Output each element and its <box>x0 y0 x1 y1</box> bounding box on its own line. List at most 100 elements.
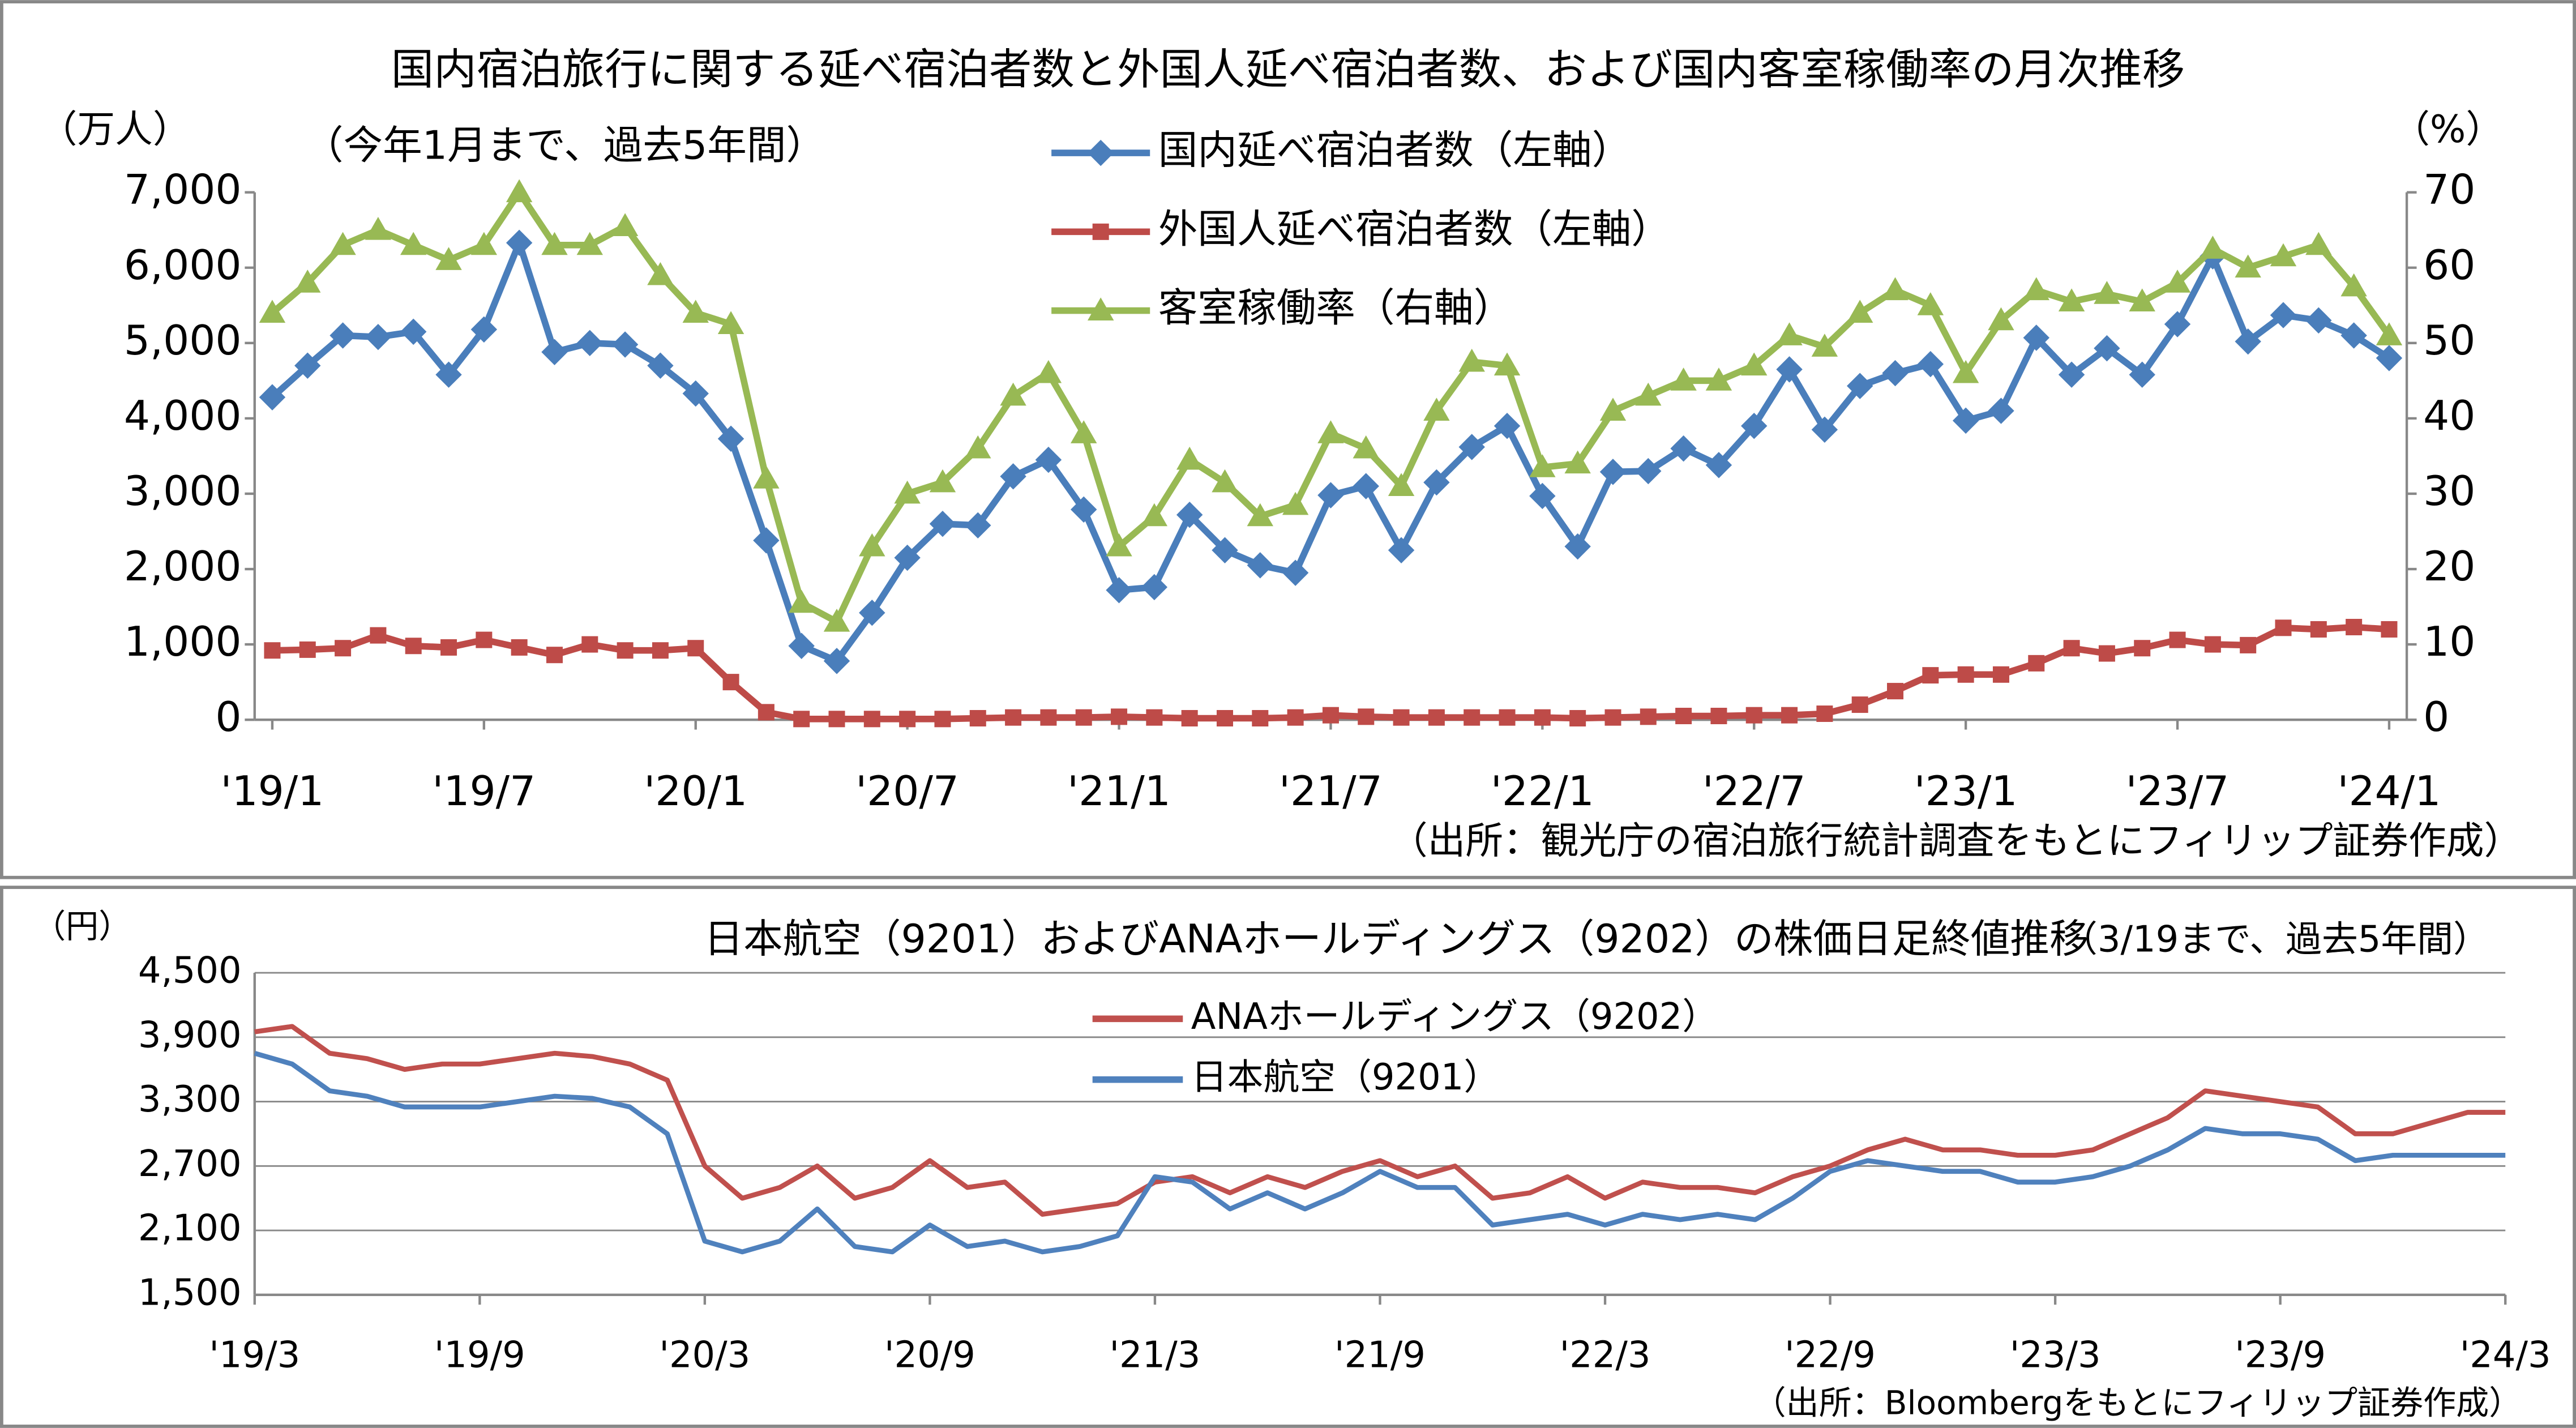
marker <box>1564 450 1591 474</box>
marker <box>1670 435 1697 462</box>
marker <box>828 711 845 728</box>
x-tick-label: '23/1 <box>1914 768 2018 815</box>
marker <box>2200 236 2226 259</box>
marker <box>2235 328 2261 355</box>
marker <box>682 380 709 407</box>
y-axis-unit: （円） <box>33 907 131 946</box>
marker <box>2275 619 2292 636</box>
marker <box>2058 361 2085 388</box>
marker <box>335 640 352 657</box>
marker <box>2376 322 2403 345</box>
marker <box>1846 300 1873 323</box>
y2-tick-label: 60 <box>2423 242 2475 289</box>
marker <box>717 311 744 334</box>
y-tick-label: 2,100 <box>138 1208 242 1250</box>
marker <box>405 638 422 655</box>
marker <box>506 229 533 256</box>
marker <box>647 262 674 285</box>
marker <box>1317 420 1344 443</box>
marker <box>753 527 780 554</box>
marker <box>1287 709 1304 726</box>
marker <box>1252 709 1269 727</box>
marker <box>1000 382 1026 406</box>
series-line <box>254 1051 2506 1255</box>
y2-tick-label: 0 <box>2423 694 2449 741</box>
marker <box>1087 139 1114 166</box>
marker <box>400 318 427 345</box>
marker <box>546 647 563 664</box>
marker <box>1458 434 1485 460</box>
marker <box>1917 350 1944 378</box>
marker <box>1035 446 1062 473</box>
marker <box>294 270 321 293</box>
marker <box>859 533 885 557</box>
marker <box>370 627 387 644</box>
x-tick-label: '21/1 <box>1067 768 1171 815</box>
marker <box>1216 709 1234 727</box>
source-note: （出所：Bloombergをもとにフィリップ証券作成） <box>1753 1383 2522 1422</box>
x-tick-label: '19/3 <box>209 1335 300 1376</box>
marker <box>400 232 427 255</box>
marker <box>1353 435 1379 459</box>
marker <box>1071 420 1097 443</box>
marker <box>1499 709 1516 726</box>
marker <box>1247 552 1274 579</box>
marker <box>793 711 810 728</box>
y-tick-label: 3,300 <box>138 1079 242 1121</box>
marker <box>1529 454 1556 477</box>
marker <box>1705 367 1732 391</box>
x-tick-label: '19/1 <box>221 768 324 815</box>
marker <box>1146 709 1163 726</box>
y-tick-label: 4,000 <box>124 392 242 440</box>
marker <box>1075 709 1092 726</box>
marker <box>1247 503 1274 527</box>
x-tick-label: '23/3 <box>2010 1335 2101 1376</box>
marker <box>2235 254 2261 278</box>
marker <box>758 704 774 721</box>
marker <box>1428 709 1445 726</box>
marker <box>470 232 498 255</box>
marker <box>1851 696 1868 713</box>
marker <box>1388 473 1415 497</box>
marker <box>1887 683 1904 700</box>
marker <box>652 642 669 659</box>
marker <box>2240 636 2257 653</box>
marker <box>541 232 568 255</box>
marker <box>2134 640 2151 657</box>
marker <box>788 632 815 659</box>
marker <box>1917 292 1944 315</box>
x-tick-label: '19/7 <box>432 768 536 815</box>
marker <box>1176 446 1203 470</box>
marker <box>1604 709 1621 726</box>
marker <box>1423 397 1450 421</box>
marker <box>1092 223 1109 240</box>
marker <box>264 642 281 659</box>
x-tick-label: '20/9 <box>884 1335 975 1376</box>
marker <box>823 648 850 674</box>
y-tick-label: 4,500 <box>138 950 242 992</box>
chart-title: 国内宿泊旅行に関する延べ宿泊者数と外国人延べ宿泊者数、および国内客室稼働率の月次… <box>391 44 2185 94</box>
chart-subtitle: （3/19まで、過去5年間） <box>2061 918 2489 960</box>
marker <box>1846 373 1873 399</box>
marker <box>1705 452 1732 478</box>
marker <box>899 711 916 728</box>
marker <box>1005 709 1022 726</box>
marker <box>365 217 392 240</box>
marker <box>611 331 639 358</box>
marker <box>2346 618 2363 635</box>
marker <box>859 599 885 626</box>
marker <box>1534 709 1551 726</box>
marker <box>2028 655 2045 672</box>
marker <box>2098 645 2115 662</box>
marker <box>929 510 956 537</box>
marker <box>1282 491 1309 515</box>
marker <box>647 352 674 379</box>
y-tick-label: 7,000 <box>124 166 242 214</box>
marker <box>1811 334 1838 357</box>
y2-tick-label: 50 <box>2423 317 2475 365</box>
marker <box>259 300 286 323</box>
marker <box>894 480 921 504</box>
marker <box>2381 621 2398 638</box>
marker <box>2270 243 2297 267</box>
x-tick-label: '22/7 <box>1702 768 1806 815</box>
